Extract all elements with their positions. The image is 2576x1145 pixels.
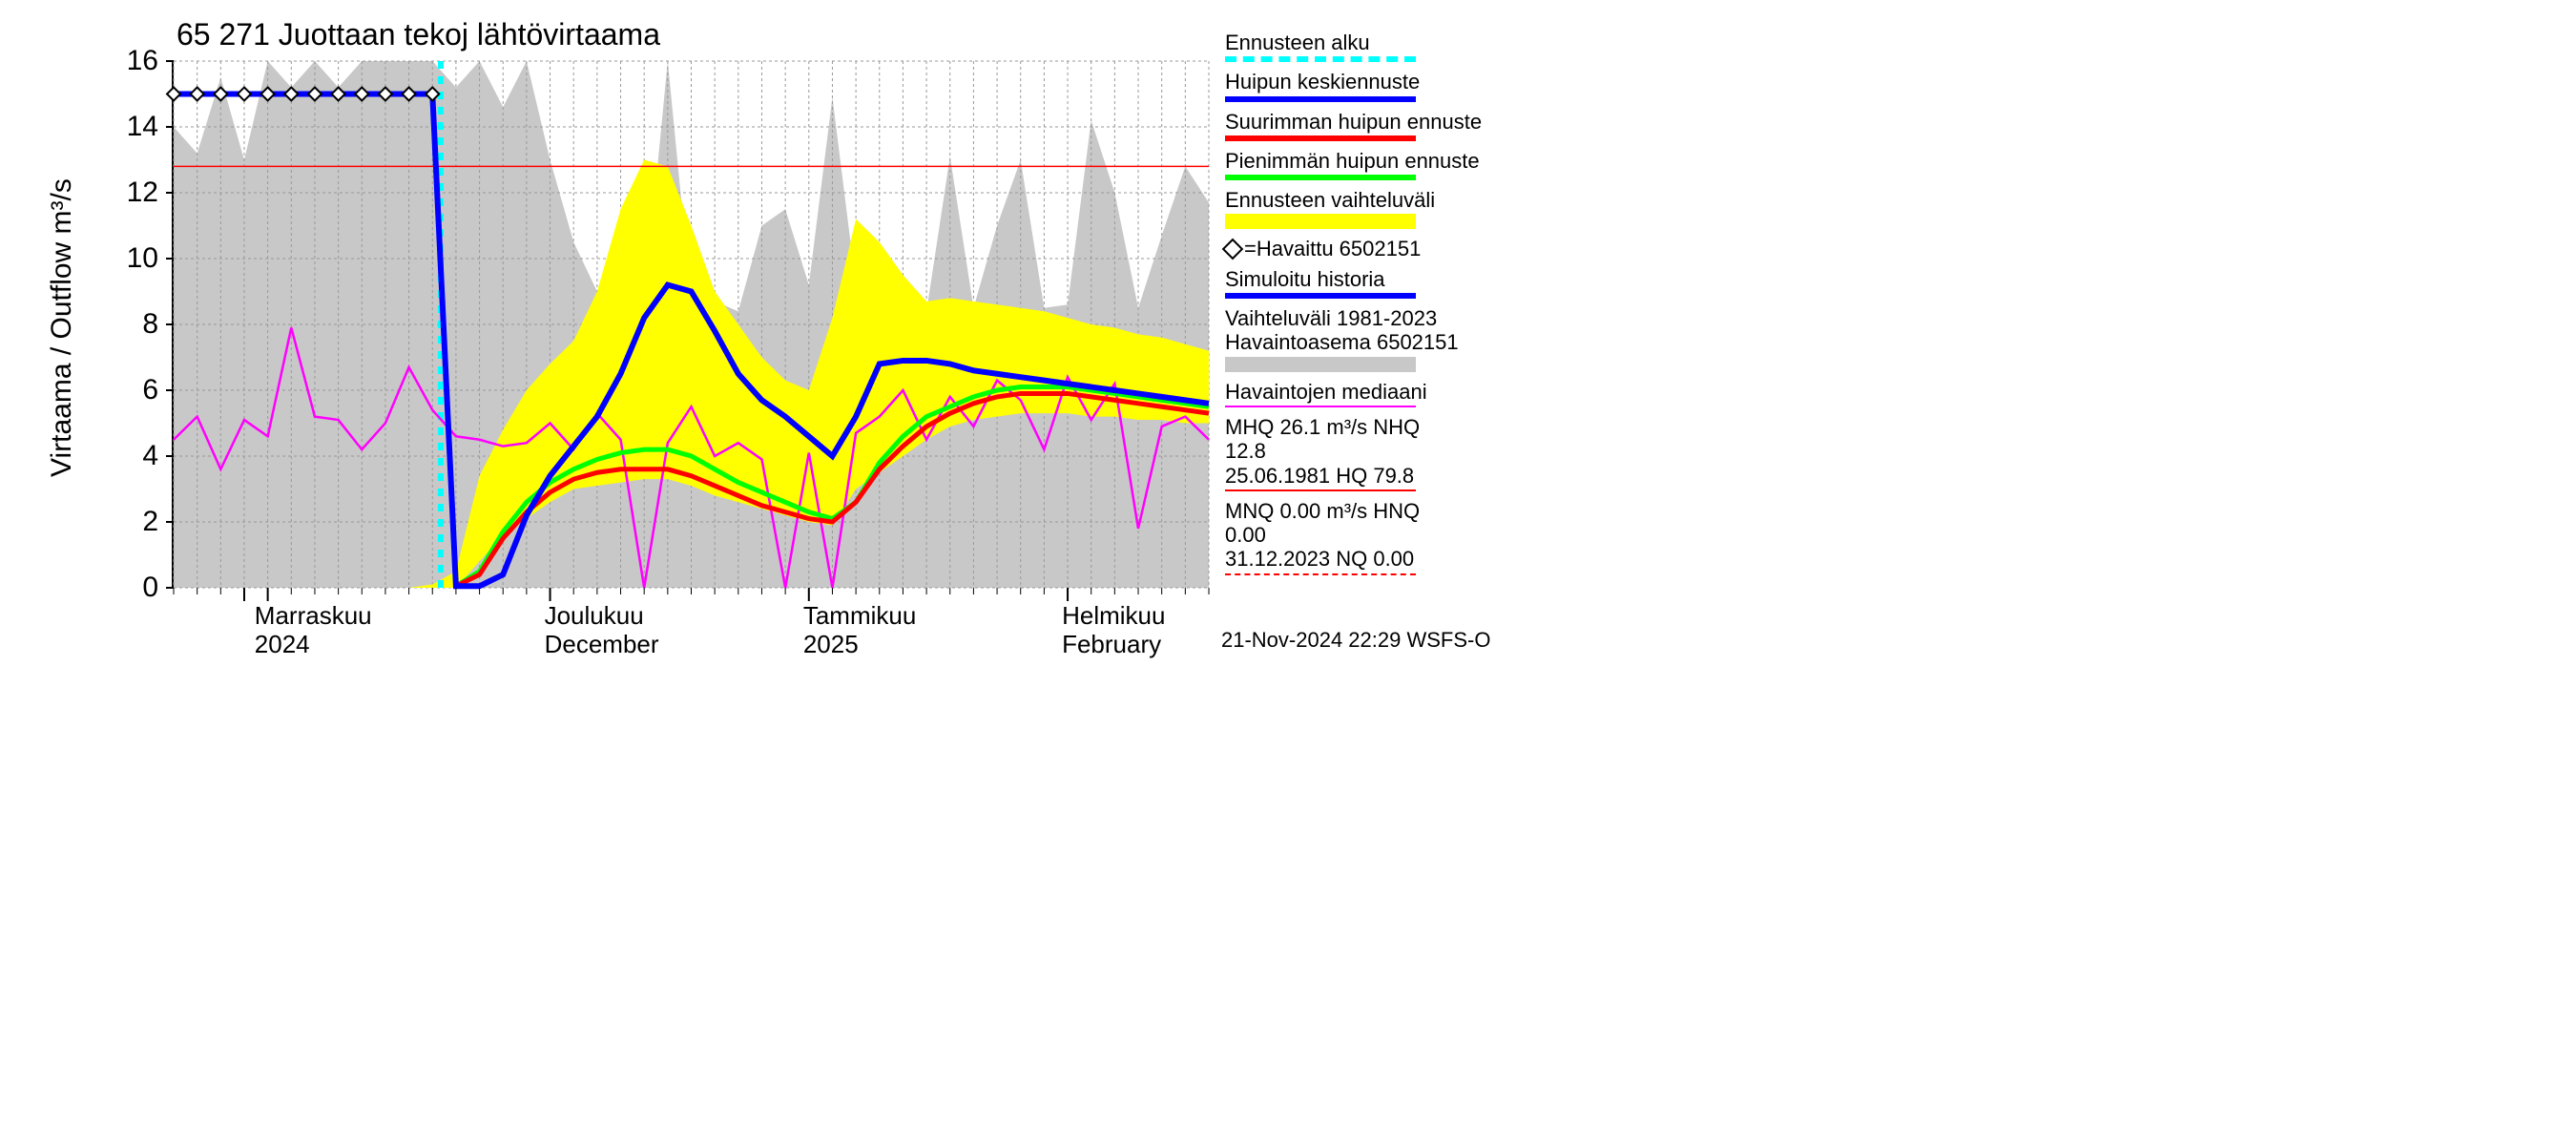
legend-swatch-magenta <box>1225 406 1416 407</box>
legend-mhq: MHQ 26.1 m³/s NHQ 12.8 25.06.1981 HQ 79.… <box>1225 415 1431 491</box>
plot-svg <box>174 61 1209 588</box>
y-tick-label: 14 <box>105 111 158 143</box>
plot-area <box>172 61 1207 588</box>
x-tick-sub: 2024 <box>255 630 310 659</box>
legend-hist-range: Vaihteluväli 1981-2023 Havaintoasema 650… <box>1225 306 1431 372</box>
x-tick-sub: 2025 <box>803 630 859 659</box>
x-tick-sub: December <box>545 630 659 659</box>
x-tick-month: Marraskuu <box>255 601 372 631</box>
legend-swatch-blue-thick <box>1225 293 1416 299</box>
y-tick-label: 4 <box>105 440 158 472</box>
chart-title: 65 271 Juottaan tekoj lähtövirtaama <box>177 17 660 52</box>
legend-swatch-green <box>1225 175 1416 180</box>
y-tick-label: 6 <box>105 374 158 406</box>
legend-forecast-range: Ennusteen vaihteluväli <box>1225 188 1431 229</box>
legend-mnq: MNQ 0.00 m³/s HNQ 0.00 31.12.2023 NQ 0.0… <box>1225 499 1431 575</box>
diamond-icon <box>1222 239 1244 260</box>
legend-swatch-grey <box>1225 357 1416 372</box>
x-tick-month: Tammikuu <box>803 601 916 631</box>
legend-peak-min: Pienimmän huipun ennuste <box>1225 149 1431 180</box>
legend-swatch-red-thin <box>1225 489 1416 491</box>
legend-sim-history: Simuloitu historia <box>1225 267 1431 299</box>
x-tick-month: Helmikuu <box>1062 601 1165 631</box>
legend-swatch-red-dash <box>1225 573 1416 575</box>
legend-peak-mean: Huipun keskiennuste <box>1225 70 1431 101</box>
legend-observed: =Havaittu 6502151 <box>1225 237 1431 260</box>
y-tick-label: 0 <box>105 572 158 604</box>
timestamp: 21-Nov-2024 22:29 WSFS-O <box>1221 628 1490 653</box>
legend-swatch-yellow <box>1225 214 1416 229</box>
legend-peak-max: Suurimman huipun ennuste <box>1225 110 1431 141</box>
legend-obs-median: Havaintojen mediaani <box>1225 380 1431 407</box>
chart-container: 65 271 Juottaan tekoj lähtövirtaama Virt… <box>0 0 2576 1145</box>
y-tick-label: 16 <box>105 45 158 77</box>
x-tick-sub: February <box>1062 630 1161 659</box>
legend-swatch-blue <box>1225 96 1416 102</box>
y-tick-label: 2 <box>105 506 158 538</box>
legend-forecast-start: Ennusteen alku <box>1225 31 1431 62</box>
legend: Ennusteen alku Huipun keskiennuste Suuri… <box>1225 31 1431 583</box>
x-tick-month: Joulukuu <box>545 601 644 631</box>
y-tick-label: 10 <box>105 242 158 275</box>
legend-swatch-cyan-dash <box>1225 56 1416 62</box>
y-tick-label: 8 <box>105 308 158 341</box>
y-axis-label: Virtaama / Outflow m³/s <box>46 178 78 477</box>
y-tick-label: 12 <box>105 177 158 209</box>
legend-swatch-red <box>1225 135 1416 141</box>
